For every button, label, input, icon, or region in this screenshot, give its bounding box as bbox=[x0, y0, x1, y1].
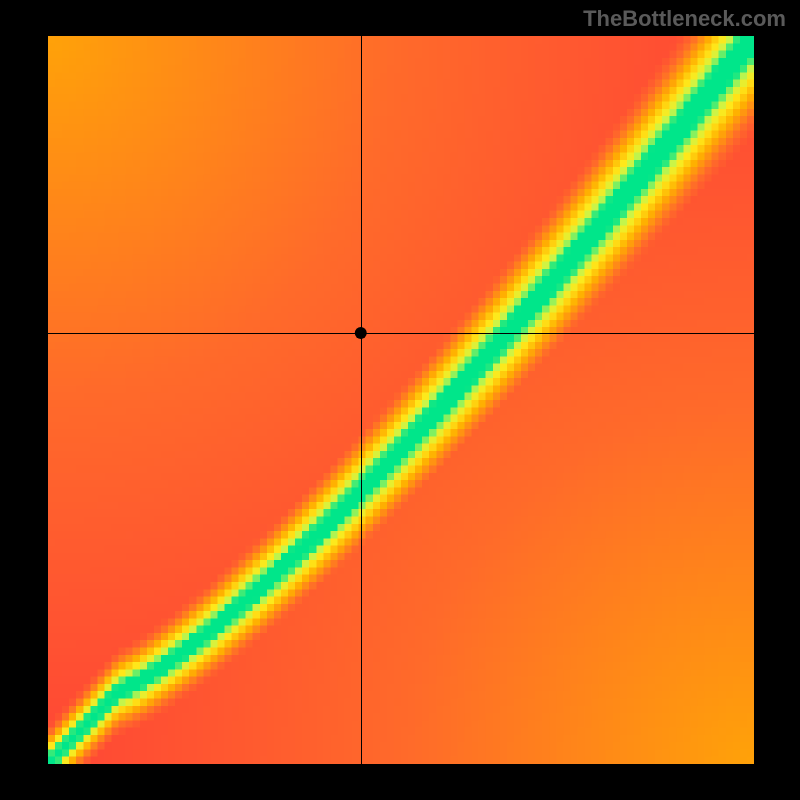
watermark-text: TheBottleneck.com bbox=[583, 6, 786, 32]
chart-container: TheBottleneck.com bbox=[0, 0, 800, 800]
crosshair-overlay bbox=[48, 36, 754, 764]
